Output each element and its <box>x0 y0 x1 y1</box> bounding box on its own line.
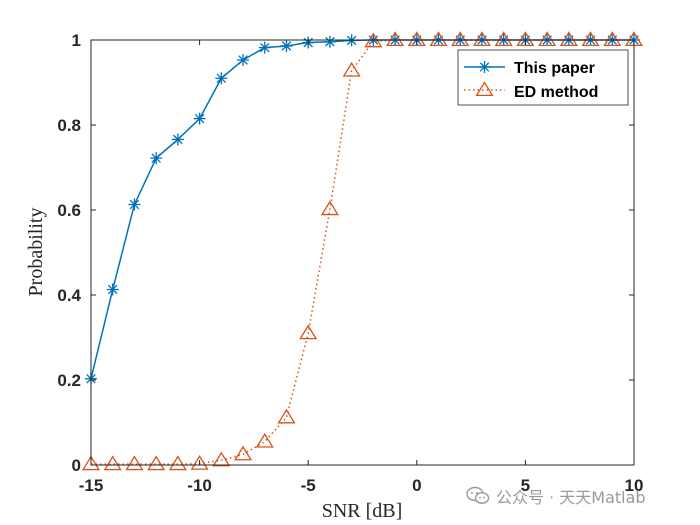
data-point <box>581 31 600 47</box>
data-point <box>168 455 187 471</box>
data-point <box>190 454 209 470</box>
data-point <box>559 31 578 47</box>
data-point <box>125 455 144 471</box>
data-point <box>299 324 318 340</box>
data-point <box>81 455 101 471</box>
x-tick-label: 5 <box>521 476 530 495</box>
data-point <box>171 133 184 146</box>
y-tick-label: 1 <box>72 31 81 50</box>
data-point <box>472 31 491 47</box>
y-tick-label: 0.2 <box>57 371 81 390</box>
legend-label-this-paper: This paper <box>514 60 595 77</box>
axes-box <box>90 39 635 466</box>
data-point <box>103 455 122 471</box>
y-tick-label: 0.8 <box>57 116 81 135</box>
data-point <box>342 61 361 77</box>
data-point <box>193 112 206 125</box>
legend-label-ed-method: ED method <box>514 84 598 101</box>
watermark-text: 公众号 · 天天Matlab <box>496 488 646 507</box>
data-point <box>150 152 163 165</box>
y-ticks: 0 0.2 0.4 0.6 0.8 1 <box>57 31 634 475</box>
x-tick-label: -15 <box>79 476 104 495</box>
x-tick-label: 0 <box>412 476 421 495</box>
legend-marker <box>478 61 491 73</box>
data-point <box>147 455 166 471</box>
data-point <box>277 408 296 424</box>
data-point <box>255 432 274 448</box>
legend: This paper ED method <box>457 49 629 106</box>
data-point <box>451 31 470 47</box>
y-tick-label: 0 <box>72 456 81 475</box>
data-point <box>516 31 535 47</box>
legend-marker <box>475 81 494 97</box>
plot-area <box>91 40 634 465</box>
data-point <box>237 53 250 66</box>
legend-marker-this-paper <box>478 61 491 73</box>
data-point <box>494 31 513 47</box>
data-point <box>323 35 336 48</box>
y-tick-label: 0.6 <box>57 201 81 220</box>
x-axis-label: SNR [dB] <box>322 500 403 522</box>
data-point <box>320 200 339 216</box>
data-point <box>258 41 271 54</box>
data-point <box>386 31 405 47</box>
y-tick-label: 0.4 <box>57 286 81 305</box>
legend-marker-ed-method <box>475 81 494 97</box>
data-point <box>429 31 448 47</box>
data-point <box>407 31 426 47</box>
data-point <box>215 72 228 85</box>
x-tick-label: 10 <box>625 476 644 495</box>
data-point <box>603 31 622 47</box>
y-axis-label: Probability <box>25 208 47 297</box>
data-point <box>280 39 293 52</box>
x-tick-label: -5 <box>301 476 316 495</box>
x-ticks: -15 -10 -5 0 5 10 <box>79 40 644 495</box>
data-point <box>212 451 231 467</box>
x-tick-label: -10 <box>187 476 212 495</box>
wechat-icon <box>466 486 490 504</box>
data-point <box>538 31 557 47</box>
data-point <box>234 445 253 461</box>
data-point <box>106 283 119 296</box>
data-point <box>128 198 141 211</box>
watermark: 公众号 · 天天Matlab <box>466 484 646 508</box>
